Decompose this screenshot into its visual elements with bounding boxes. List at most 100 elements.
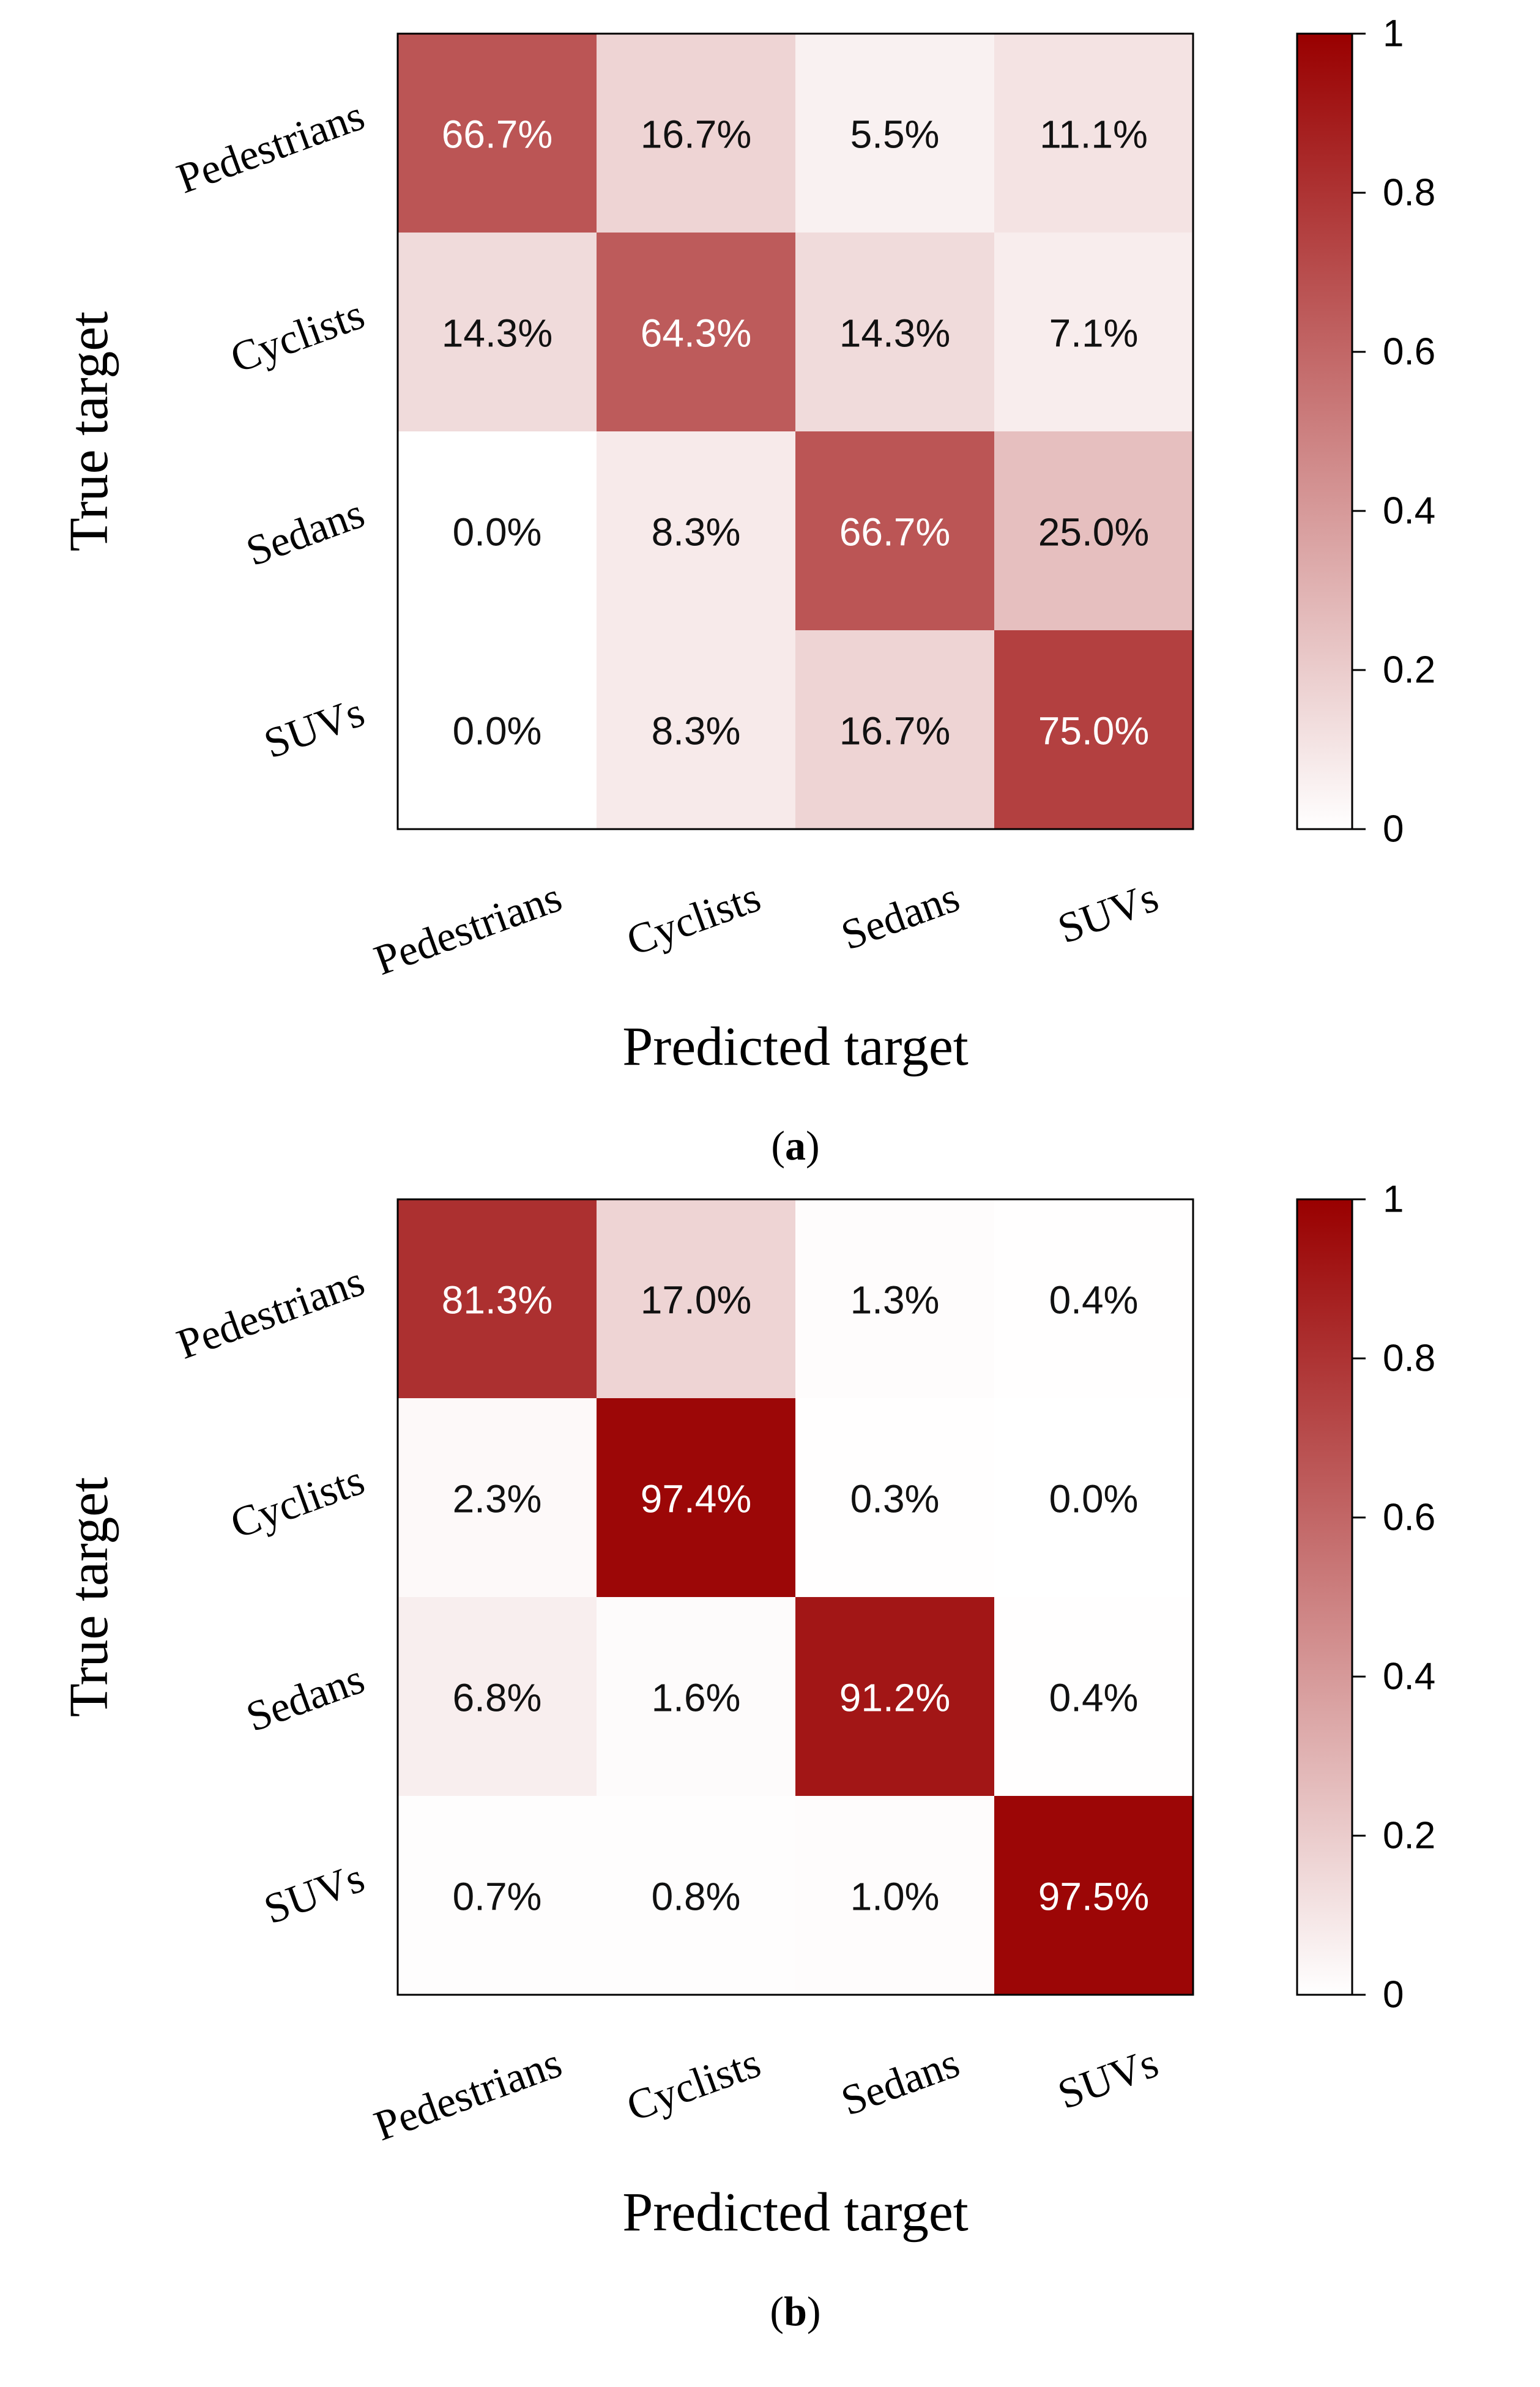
cell-value-label: 1.0% [850,1875,940,1919]
heatmap-cell [994,630,1194,830]
y-axis-title: True target [59,311,119,551]
heatmap-cell [994,233,1194,432]
colorbar [1296,1198,1353,1996]
heatmap-cell [994,1199,1194,1399]
cell-value-label: 0.4% [1049,1676,1139,1720]
cell-value-label: 0.0% [453,709,542,753]
cell-value-label: 97.4% [641,1477,751,1521]
y-tick-label: Cyclists [225,291,370,382]
heatmap-cell [795,1398,995,1598]
y-tick-label: Sedans [240,1655,371,1741]
heatmap-cell [398,630,597,830]
colorbar-tick-label: 0.6 [1383,331,1435,373]
heatmap-cell [398,1398,597,1598]
cell-value-label: 5.5% [850,113,940,157]
cell-value-label: 8.3% [652,510,741,554]
x-tick-label: Cyclists [621,874,767,966]
cell-value-label: 16.7% [641,113,751,157]
cell-value-label: 1.6% [652,1676,741,1720]
heatmap-cell [597,34,796,233]
cell-value-label: 6.8% [453,1676,542,1720]
y-tick-label: SUVs [258,688,371,768]
cell-value-label: 0.4% [1049,1278,1139,1322]
x-axis-title: Predicted target [622,2182,969,2243]
x-tick-label: Cyclists [621,2039,767,2131]
x-tick-label: SUVs [1052,874,1164,953]
y-tick-label: Sedans [240,490,371,575]
cell-value-label: 7.1% [1049,311,1139,356]
panel-letter: b [784,2288,807,2334]
cell-value-label: 91.2% [839,1676,950,1720]
confusion-matrix-panel-b: 81.3% 17.0% 1.3% 0.4% 2.3% 97.4% 0.3% 0.0% 6.8% 1… [59,1179,1435,2335]
panel-caption: (b) [770,2288,820,2334]
heatmap-cell [398,1597,597,1797]
cell-value-label: 0.0% [453,510,542,554]
colorbar [1296,32,1353,830]
x-axis-title: Predicted target [622,1016,969,1077]
colorbar-tick-label: 0.8 [1383,172,1435,214]
heatmap-cell [994,34,1194,233]
cell-value-label: 81.3% [442,1278,552,1322]
heatmap-cell [795,1597,995,1797]
heatmap-cell [795,1199,995,1399]
panel-letter: a [785,1122,806,1169]
colorbar-tick-label: 0.4 [1383,490,1435,532]
y-tick-label: Pedestrians [171,92,371,203]
cell-value-label: 1.3% [850,1278,940,1322]
heatmap-cell [795,431,995,631]
cell-value-label: 8.3% [652,709,741,753]
y-tick-label: Pedestrians [171,1257,371,1368]
heatmap-cell [597,1796,796,1995]
heatmap-cell [795,233,995,432]
heatmap-cell [994,431,1194,631]
heatmap-cell [994,1398,1194,1598]
heatmap-cell [795,34,995,233]
x-tick-label: Sedans [835,2039,965,2125]
cell-value-label: 16.7% [839,709,950,753]
cell-value-label: 2.3% [453,1477,542,1521]
cell-value-label: 11.1% [1040,113,1148,157]
heatmap-cell [398,431,597,631]
cell-value-label: 66.7% [442,113,552,157]
heatmap-cell [597,1199,796,1399]
colorbar-tick-label: 0.2 [1383,649,1435,691]
colorbar-tick-label: 1 [1383,1179,1404,1221]
heatmap-cell [398,233,597,432]
colorbar-tick-label: 0.6 [1383,1497,1435,1539]
cell-value-label: 14.3% [839,311,950,356]
x-tick-label: SUVs [1052,2039,1164,2119]
cell-value-label: 75.0% [1038,709,1149,753]
matrix-frame [396,32,1194,830]
colorbar-tick-label: 0 [1383,808,1404,851]
cell-value-label: 17.0% [641,1278,751,1322]
x-tick-label: Pedestrians [368,874,568,985]
heatmap-cell [994,1597,1194,1797]
colorbar-tick-label: 0.8 [1383,1338,1435,1380]
heatmap-cell [597,630,796,830]
matrix-frame [396,1198,1194,1996]
y-tick-label: Cyclists [225,1456,370,1548]
colorbar-tick-label: 0.4 [1383,1656,1435,1698]
heatmap-cell [597,1597,796,1797]
x-tick-label: Sedans [835,874,965,959]
heatmap-cell [597,233,796,432]
colorbar-tick-label: 0.2 [1383,1815,1435,1857]
cell-value-label: 97.5% [1038,1875,1149,1919]
heatmap-cell [597,1398,796,1598]
confusion-matrix-panel-a: 66.7% 16.7% 5.5% 11.1% 14.3% 64.3% 14.3% 7.1% 0.… [59,13,1435,1169]
cell-value-label: 0.7% [453,1875,542,1919]
y-axis-title: True target [59,1477,119,1717]
y-tick-label: SUVs [258,1854,371,1934]
heatmap-cell [795,1796,995,1995]
colorbar-tick-label: 1 [1383,13,1404,55]
cell-value-label: 0.0% [1049,1477,1139,1521]
panel-caption: (a) [771,1122,819,1169]
cell-value-label: 0.3% [850,1477,940,1521]
cell-value-label: 64.3% [641,311,751,356]
heatmap-cell [398,1796,597,1995]
heatmap-cell [994,1796,1194,1995]
cell-value-label: 14.3% [442,311,552,356]
heatmap-cell [398,34,597,233]
x-tick-label: Pedestrians [368,2039,568,2150]
